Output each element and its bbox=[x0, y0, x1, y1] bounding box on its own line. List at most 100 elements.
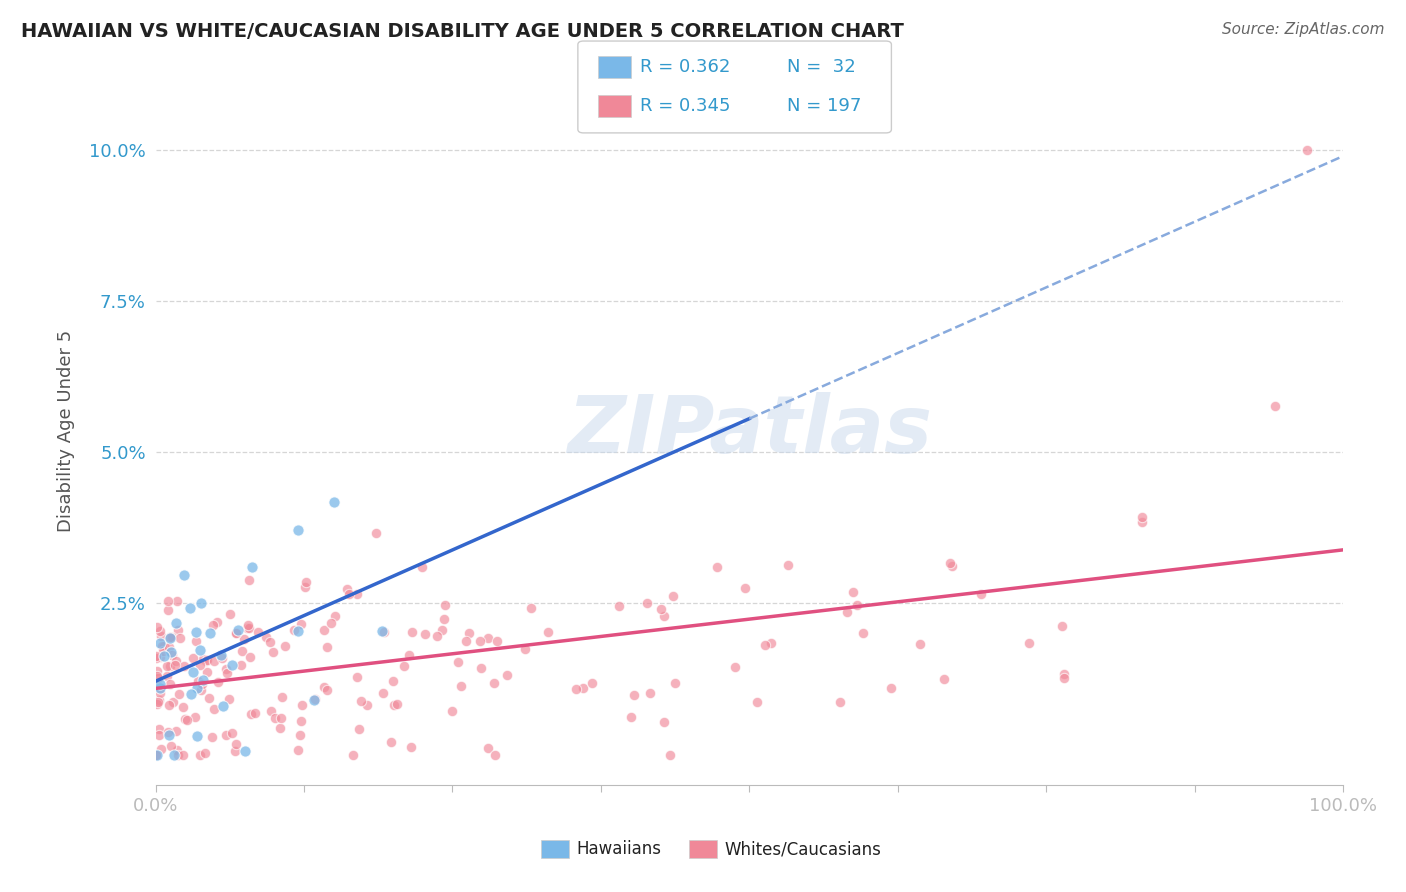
Point bbox=[211, 651, 233, 665]
Point bbox=[941, 559, 963, 574]
Point bbox=[294, 580, 316, 594]
Point bbox=[346, 670, 368, 684]
Point bbox=[172, 747, 194, 762]
Point bbox=[159, 631, 181, 645]
Point bbox=[323, 609, 346, 624]
Point bbox=[314, 624, 336, 638]
Point bbox=[623, 689, 645, 703]
Point bbox=[163, 747, 186, 762]
Point bbox=[225, 737, 247, 751]
Point bbox=[162, 695, 184, 709]
Point bbox=[156, 658, 179, 673]
Point bbox=[184, 710, 207, 724]
Text: N = 197: N = 197 bbox=[787, 97, 862, 115]
Point bbox=[167, 687, 190, 701]
Point bbox=[159, 631, 181, 645]
Point bbox=[165, 615, 187, 630]
Point bbox=[470, 633, 492, 648]
Point bbox=[186, 729, 208, 743]
Point bbox=[160, 645, 183, 659]
Point bbox=[485, 634, 508, 648]
Point bbox=[165, 724, 187, 739]
Point bbox=[240, 560, 263, 574]
Point bbox=[342, 747, 364, 762]
Point bbox=[190, 596, 212, 610]
Point bbox=[638, 686, 661, 700]
Point bbox=[221, 726, 243, 740]
Point bbox=[184, 625, 207, 640]
Point bbox=[174, 712, 197, 726]
Point bbox=[159, 640, 181, 654]
Point bbox=[157, 725, 180, 739]
Point bbox=[398, 648, 420, 662]
Point bbox=[537, 624, 560, 639]
Point bbox=[225, 626, 247, 640]
Point bbox=[191, 652, 214, 666]
Point bbox=[148, 693, 170, 707]
Point bbox=[150, 640, 173, 654]
Point bbox=[433, 612, 456, 626]
Point bbox=[187, 673, 209, 688]
Point bbox=[495, 667, 517, 681]
Point bbox=[145, 747, 167, 762]
Point bbox=[932, 673, 955, 687]
Point bbox=[724, 660, 747, 674]
Point bbox=[754, 638, 776, 652]
Point bbox=[262, 645, 284, 659]
Text: Whites/Caucasians: Whites/Caucasians bbox=[724, 840, 882, 858]
Point bbox=[149, 635, 172, 649]
Point bbox=[238, 621, 260, 635]
Point bbox=[513, 641, 536, 656]
Point bbox=[336, 582, 359, 597]
Point bbox=[287, 742, 309, 756]
Point bbox=[411, 560, 433, 574]
Point bbox=[146, 697, 169, 711]
Point bbox=[337, 587, 360, 601]
Point bbox=[842, 584, 865, 599]
Point bbox=[157, 594, 180, 608]
Point bbox=[232, 632, 254, 646]
Point bbox=[433, 599, 456, 613]
Point bbox=[520, 600, 543, 615]
Point bbox=[581, 676, 603, 690]
Point bbox=[477, 741, 499, 756]
Text: R = 0.345: R = 0.345 bbox=[640, 97, 730, 115]
Point bbox=[271, 690, 294, 704]
Point bbox=[290, 617, 312, 632]
Point bbox=[382, 698, 405, 712]
Point bbox=[238, 574, 260, 588]
Point bbox=[373, 625, 395, 640]
Point bbox=[430, 624, 453, 638]
Point bbox=[970, 587, 993, 601]
Point bbox=[201, 730, 224, 744]
Point bbox=[215, 728, 238, 742]
Point bbox=[652, 715, 675, 730]
Point bbox=[364, 526, 387, 541]
Point bbox=[156, 669, 179, 683]
Point bbox=[205, 615, 228, 630]
Point bbox=[346, 587, 368, 601]
Point bbox=[160, 630, 183, 644]
Point bbox=[401, 625, 423, 640]
Point bbox=[202, 654, 225, 668]
Text: Source: ZipAtlas.com: Source: ZipAtlas.com bbox=[1222, 22, 1385, 37]
Point bbox=[482, 676, 505, 690]
Point bbox=[226, 624, 249, 638]
Point bbox=[1130, 510, 1153, 524]
Point bbox=[394, 658, 416, 673]
Point bbox=[290, 714, 312, 729]
Point bbox=[209, 648, 232, 662]
Point bbox=[661, 589, 683, 603]
Point bbox=[776, 558, 799, 572]
Point bbox=[215, 662, 238, 676]
Point bbox=[191, 673, 214, 687]
Point bbox=[260, 705, 283, 719]
Point bbox=[159, 677, 181, 691]
Point bbox=[163, 658, 186, 673]
Point bbox=[259, 635, 281, 649]
Point bbox=[287, 524, 309, 538]
Point bbox=[761, 636, 783, 650]
Text: ZIPatlas: ZIPatlas bbox=[567, 392, 932, 470]
Point bbox=[852, 625, 875, 640]
Point bbox=[165, 655, 187, 669]
